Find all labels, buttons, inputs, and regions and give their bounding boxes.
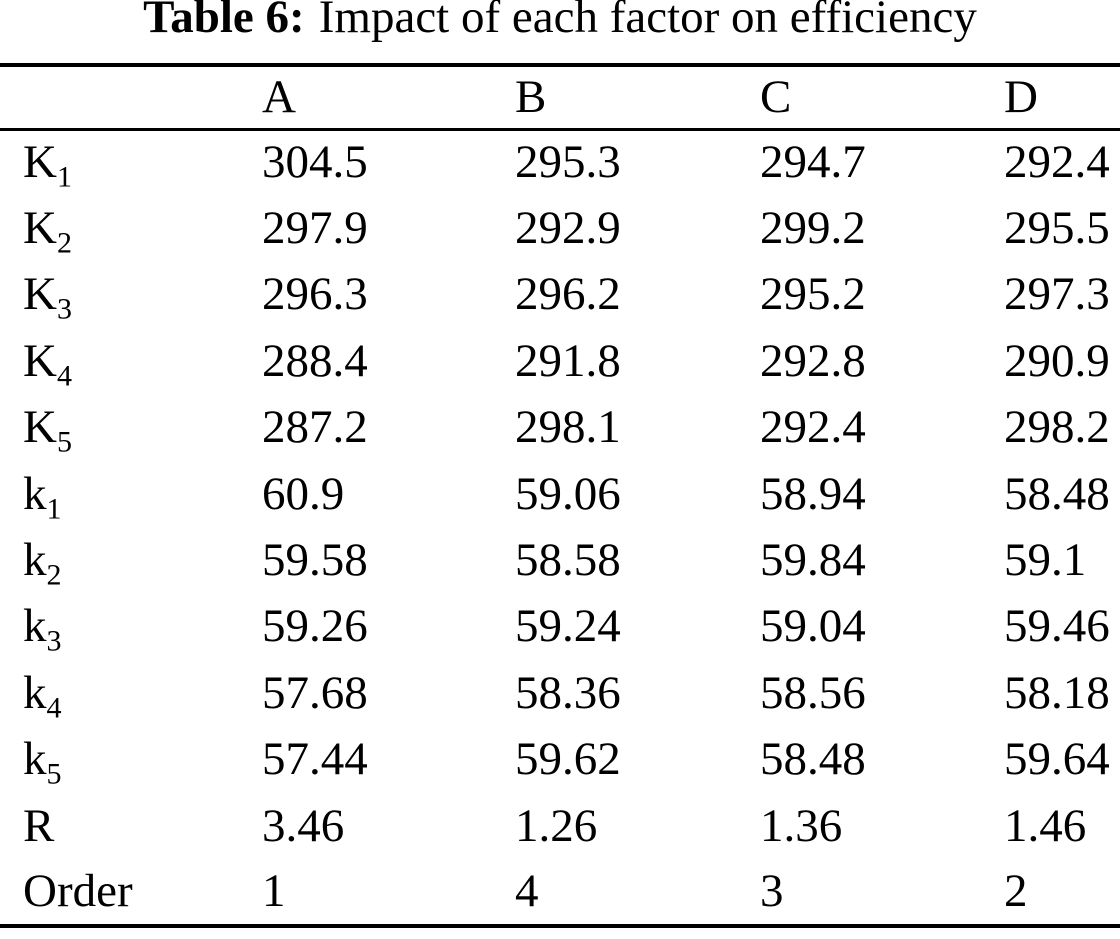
row-label: k1 — [23, 467, 62, 526]
data-cell: 304.5 — [262, 136, 368, 189]
data-cell: 1.36 — [760, 799, 843, 852]
row-label-subscript: 4 — [46, 691, 62, 725]
data-cell: 59.84 — [760, 534, 866, 587]
data-cell: 296.2 — [515, 268, 621, 321]
data-cell: 297.3 — [1004, 268, 1110, 321]
data-cell: 298.1 — [515, 401, 621, 454]
table-caption-text: Impact of each factor on efficiency — [318, 0, 977, 43]
data-cell: 297.9 — [262, 202, 368, 255]
data-cell: 295.2 — [760, 268, 866, 321]
header-cell-c: C — [760, 65, 1004, 131]
data-cell: 299.2 — [760, 202, 866, 255]
data-cell: 59.1 — [1004, 534, 1087, 587]
data-cell: 59.24 — [515, 600, 621, 653]
table-body: K1 304.5 295.3 294.7 292.4 K2 297.9 292.9 299.2 2… — [0, 129, 1120, 926]
data-cell: 1 — [262, 864, 286, 917]
table-row: k2 59.58 58.58 59.84 59.1 — [0, 527, 1120, 593]
data-cell: 3.46 — [262, 799, 345, 852]
data-cell: 59.58 — [262, 534, 368, 587]
row-label-subscript: 3 — [56, 293, 72, 327]
row-label: K4 — [23, 334, 72, 393]
data-cell: 58.56 — [760, 666, 866, 719]
data-cell: 3 — [760, 864, 784, 917]
data-cell: 59.62 — [515, 733, 621, 786]
data-cell: 59.06 — [515, 467, 621, 520]
row-label: k3 — [23, 600, 62, 659]
row-label: K3 — [23, 268, 72, 327]
row-label-subscript: 5 — [56, 425, 72, 459]
data-cell: 60.9 — [262, 467, 345, 520]
header-cell-d: D — [1004, 65, 1120, 131]
table-row: k1 60.9 59.06 58.94 58.48 — [0, 461, 1120, 527]
data-cell: 59.64 — [1004, 733, 1110, 786]
header-row: A B C D — [0, 65, 1120, 131]
data-table: A B C D K1 304.5 295.3 294.7 292.4 K2 297.9 292… — [0, 63, 1120, 928]
data-cell: 1.26 — [515, 799, 598, 852]
header-cell-b: B — [515, 65, 760, 131]
row-label-subscript: 1 — [56, 161, 72, 195]
data-cell: 292.4 — [1004, 136, 1110, 189]
data-cell: 295.3 — [515, 136, 621, 189]
data-cell: 4 — [515, 864, 539, 917]
row-label-subscript: 4 — [56, 359, 72, 393]
table-row: K1 304.5 295.3 294.7 292.4 — [0, 129, 1120, 195]
table-row: K3 296.3 296.2 295.2 297.3 — [0, 262, 1120, 328]
row-label: k4 — [23, 666, 62, 725]
data-cell: 298.2 — [1004, 401, 1110, 454]
data-cell: 58.36 — [515, 666, 621, 719]
data-cell: 58.48 — [1004, 467, 1110, 520]
data-cell: 290.9 — [1004, 334, 1110, 387]
data-cell: 294.7 — [760, 136, 866, 189]
row-label: Order — [23, 864, 133, 917]
data-cell: 59.04 — [760, 600, 866, 653]
table-row: K2 297.9 292.9 299.2 295.5 — [0, 195, 1120, 261]
table-row: k4 57.68 58.36 58.56 58.18 — [0, 660, 1120, 726]
data-cell: 1.46 — [1004, 799, 1087, 852]
row-label-subscript: 3 — [46, 625, 62, 659]
row-label-subscript: 2 — [56, 226, 72, 260]
row-label: k5 — [23, 733, 62, 791]
table-row: K5 287.2 298.1 292.4 298.2 — [0, 395, 1120, 461]
data-cell: 58.58 — [515, 534, 621, 587]
row-label: K1 — [23, 136, 72, 195]
data-cell: 57.44 — [262, 733, 368, 786]
data-cell: 295.5 — [1004, 202, 1110, 255]
data-cell: 58.94 — [760, 467, 866, 520]
table-caption-label: Table 6: — [143, 0, 305, 43]
data-cell: 288.4 — [262, 334, 368, 387]
table-caption: Table 6: Impact of each factor on efficie… — [0, 0, 1120, 41]
data-cell: 296.3 — [262, 268, 368, 321]
row-label: K2 — [23, 202, 72, 260]
row-label-subscript: 1 — [46, 492, 62, 526]
table-row: R 3.46 1.26 1.36 1.46 — [0, 793, 1120, 859]
row-label: R — [23, 799, 55, 852]
header-cell-empty — [0, 65, 262, 131]
row-label-subscript: 2 — [46, 558, 62, 592]
data-cell: 2 — [1004, 864, 1028, 917]
data-cell: 57.68 — [262, 666, 368, 719]
data-cell: 58.48 — [760, 733, 866, 786]
data-cell: 59.26 — [262, 600, 368, 653]
row-label-subscript: 5 — [46, 757, 62, 791]
table-row: k3 59.26 59.24 59.04 59.46 — [0, 594, 1120, 660]
data-cell: 59.46 — [1004, 600, 1110, 653]
table-row: Order 1 4 3 2 — [0, 859, 1120, 925]
header-cell-a: A — [262, 65, 515, 131]
table-row: k5 57.44 59.62 58.48 59.64 — [0, 727, 1120, 793]
row-label: k2 — [23, 534, 62, 592]
data-cell: 287.2 — [262, 401, 368, 454]
data-cell: 292.8 — [760, 334, 866, 387]
data-cell: 291.8 — [515, 334, 621, 387]
data-cell: 292.9 — [515, 202, 621, 255]
row-label: K5 — [23, 401, 72, 459]
data-cell: 58.18 — [1004, 666, 1110, 719]
table-row: K4 288.4 291.8 292.8 290.9 — [0, 328, 1120, 394]
data-cell: 292.4 — [760, 401, 866, 454]
